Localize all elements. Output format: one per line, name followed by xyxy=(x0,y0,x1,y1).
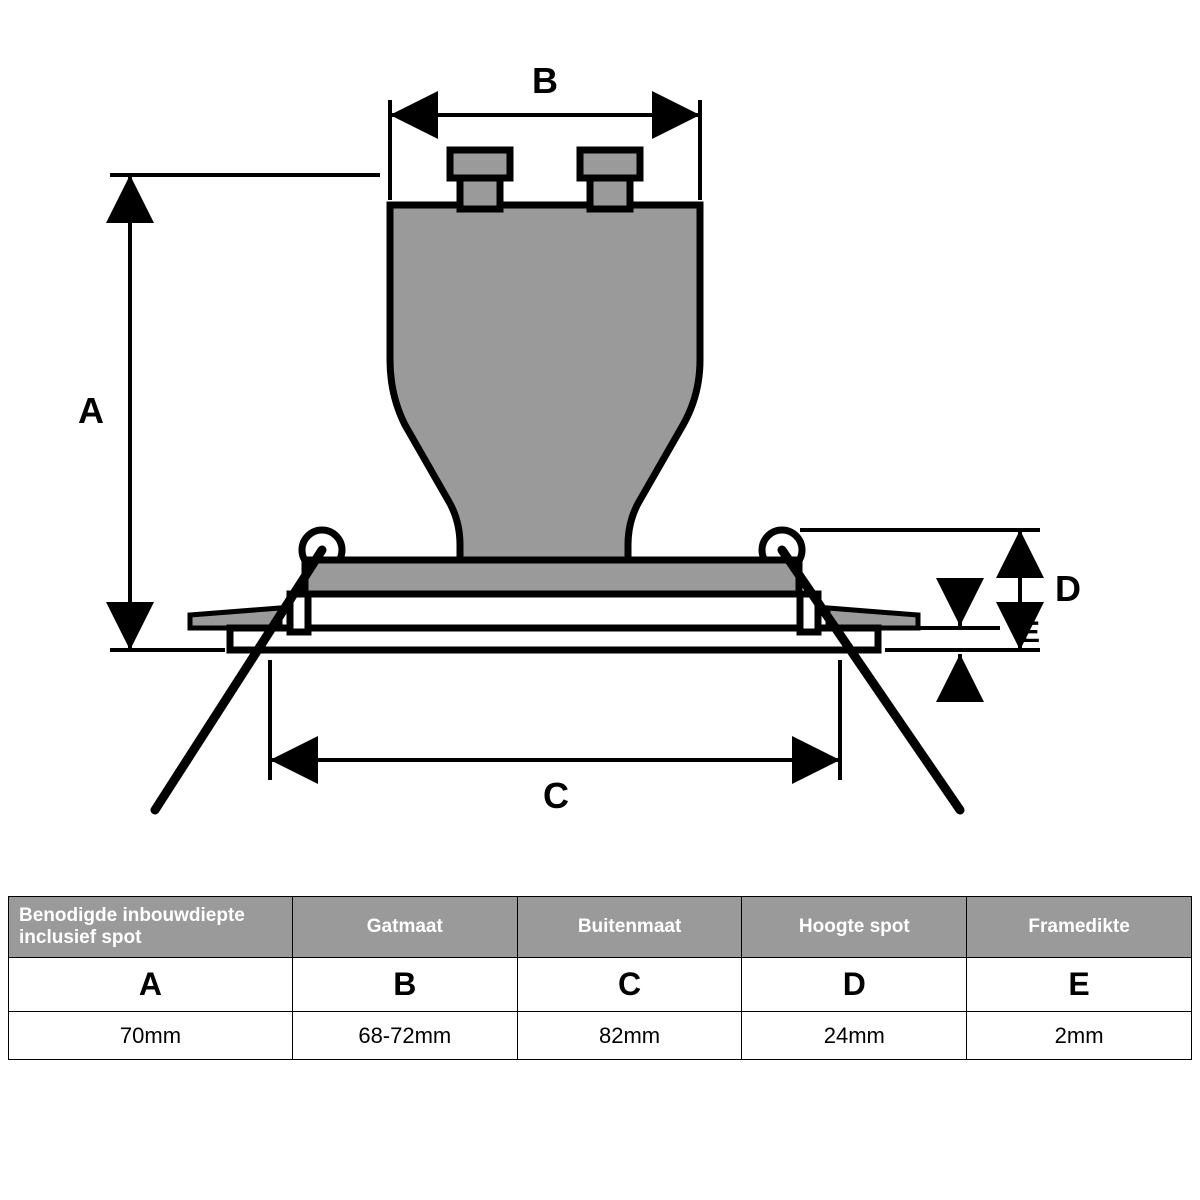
technical-diagram: B A C D E xyxy=(0,0,1200,900)
dimension-B xyxy=(390,100,700,200)
spec-table: Benodigde inbouwdiepte inclusief spot Ga… xyxy=(8,896,1192,1060)
table-value-row: 70mm 68-72mm 82mm 24mm 2mm xyxy=(9,1012,1192,1060)
col-letter: E xyxy=(967,958,1192,1012)
col-header: Hoogte spot xyxy=(742,897,967,958)
col-letter: D xyxy=(742,958,967,1012)
col-header: Buitenmaat xyxy=(517,897,742,958)
table-header-row: Benodigde inbouwdiepte inclusief spot Ga… xyxy=(9,897,1192,958)
bulb-pins xyxy=(450,150,640,209)
col-value: 70mm xyxy=(9,1012,293,1060)
col-letter: B xyxy=(292,958,517,1012)
col-header: Benodigde inbouwdiepte inclusief spot xyxy=(9,897,293,958)
col-letter: C xyxy=(517,958,742,1012)
col-value: 2mm xyxy=(967,1012,1192,1060)
col-value: 24mm xyxy=(742,1012,967,1060)
label-A: A xyxy=(78,390,104,432)
drawing-svg xyxy=(0,0,1200,900)
col-value: 68-72mm xyxy=(292,1012,517,1060)
col-letter: A xyxy=(9,958,293,1012)
dimension-E xyxy=(885,590,1000,692)
label-E: E xyxy=(1020,616,1040,650)
col-header: Framedikte xyxy=(967,897,1192,958)
dimension-C xyxy=(270,660,840,780)
label-C: C xyxy=(543,775,569,817)
label-D: D xyxy=(1055,568,1081,610)
col-header: Gatmaat xyxy=(292,897,517,958)
label-B: B xyxy=(532,60,558,102)
bulb-body xyxy=(390,205,700,580)
col-value: 82mm xyxy=(517,1012,742,1060)
table-letter-row: A B C D E xyxy=(9,958,1192,1012)
